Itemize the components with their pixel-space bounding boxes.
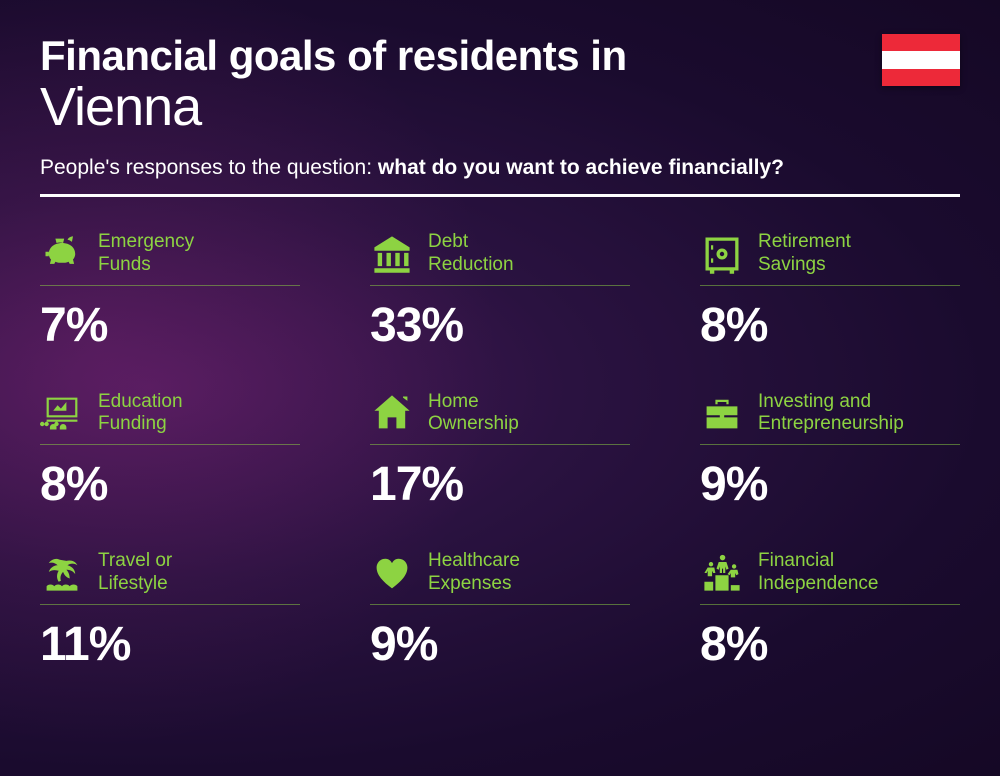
goal-label: RetirementSavings — [758, 231, 851, 277]
goal-value: 9% — [700, 457, 960, 512]
subtitle-question: what do you want to achieve financially? — [378, 156, 784, 179]
goal-item: DebtReduction 33% — [370, 231, 630, 353]
goal-item-head: EmergencyFunds — [40, 231, 300, 286]
safe-icon — [700, 232, 744, 276]
title-line-1: Financial goals of residents in — [40, 32, 960, 80]
goal-value: 17% — [370, 457, 630, 512]
goal-item-head: DebtReduction — [370, 231, 630, 286]
header: Financial goals of residents in Vienna P… — [40, 32, 960, 197]
goal-item-head: RetirementSavings — [700, 231, 960, 286]
goal-value: 7% — [40, 298, 300, 353]
briefcase-icon — [700, 391, 744, 435]
title-line-2: Vienna — [40, 76, 960, 138]
goal-value: 33% — [370, 298, 630, 353]
goal-item: EmergencyFunds 7% — [40, 231, 300, 353]
goal-label: FinancialIndependence — [758, 550, 878, 596]
goal-label: Investing andEntrepreneurship — [758, 391, 904, 437]
goal-item-head: HealthcareExpenses — [370, 550, 630, 605]
goal-item: Travel orLifestyle 11% — [40, 550, 300, 672]
subtitle: People's responses to the question: what… — [40, 156, 960, 180]
goal-value: 8% — [40, 457, 300, 512]
goal-item-head: EducationFunding — [40, 391, 300, 446]
goal-value: 8% — [700, 298, 960, 353]
goals-grid: EmergencyFunds 7% DebtReduction 33% Retireme… — [40, 231, 960, 672]
goal-value: 9% — [370, 617, 630, 672]
goal-item-head: Travel orLifestyle — [40, 550, 300, 605]
palm-icon — [40, 551, 84, 595]
podium-icon — [700, 551, 744, 595]
goal-label: DebtReduction — [428, 231, 514, 277]
goal-item-head: FinancialIndependence — [700, 550, 960, 605]
goal-item: Investing andEntrepreneurship 9% — [700, 391, 960, 513]
goal-label: Travel orLifestyle — [98, 550, 172, 596]
goal-label: HomeOwnership — [428, 391, 519, 437]
goal-label: HealthcareExpenses — [428, 550, 520, 596]
goal-label: EmergencyFunds — [98, 231, 194, 277]
goal-label: EducationFunding — [98, 391, 183, 437]
goal-item: RetirementSavings 8% — [700, 231, 960, 353]
goal-item-head: HomeOwnership — [370, 391, 630, 446]
heart-pulse-icon — [370, 551, 414, 595]
piggy-bank-icon — [40, 232, 84, 276]
goal-value: 11% — [40, 617, 300, 672]
goal-item: HomeOwnership 17% — [370, 391, 630, 513]
goal-item: HealthcareExpenses 9% — [370, 550, 630, 672]
goal-value: 8% — [700, 617, 960, 672]
goal-item: FinancialIndependence 8% — [700, 550, 960, 672]
house-icon — [370, 391, 414, 435]
presentation-icon — [40, 391, 84, 435]
bank-icon — [370, 232, 414, 276]
divider — [40, 194, 960, 197]
subtitle-prefix: People's responses to the question: — [40, 156, 378, 179]
goal-item: EducationFunding 8% — [40, 391, 300, 513]
goal-item-head: Investing andEntrepreneurship — [700, 391, 960, 446]
